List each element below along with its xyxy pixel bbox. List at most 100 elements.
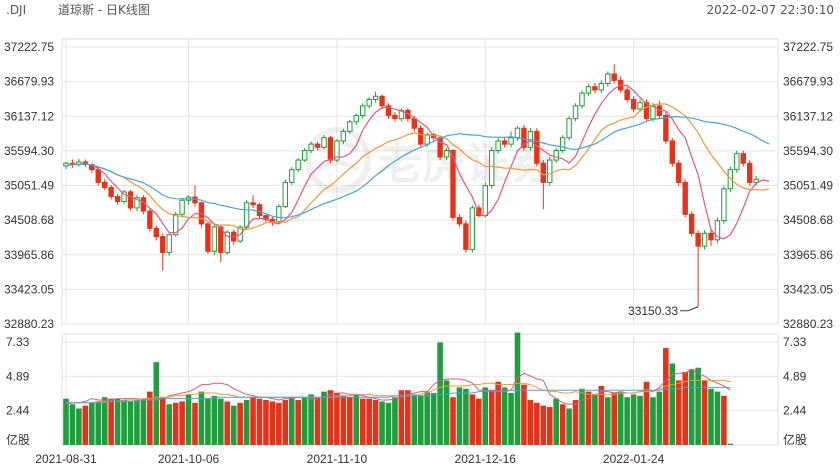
candle-body [605,73,611,85]
volume-bar [675,380,682,445]
volume-bar [172,402,179,445]
candle-body [553,150,559,161]
volume-bar [482,387,489,445]
volume-bar [553,398,559,445]
volume-bar [127,401,134,445]
volume-bar [63,398,69,445]
candle-body [147,210,153,229]
candle-body [643,102,650,120]
date-tick-label: 2021-12-16 [455,452,517,466]
price-tick-label-right: 35594.30 [783,144,833,158]
candle-body [676,162,682,183]
candle-body [637,102,643,110]
symbol-label: .DJI [6,3,26,17]
volume-bar [437,342,443,445]
candle-body [682,181,688,215]
volume-tick-label-left: 7.33 [6,335,30,349]
volume-bar [392,397,398,445]
candle-body [140,197,147,212]
annotation-low: 33150.33 [628,304,678,318]
axis-labels: 37222.75 37222.75 36679.93 36679.93 36137.12… [4,40,833,466]
volume-bar [334,393,340,445]
volume-bar [159,397,166,445]
candle-body [598,83,605,91]
candle-body [456,216,463,225]
candle-body [314,143,321,148]
volume-bar [95,401,102,445]
candle-body [501,140,508,145]
candle-body [424,134,430,145]
volume-bar [476,398,482,445]
volume-bar [688,369,695,445]
candle-body [463,223,469,250]
price-ma-line-3 [65,116,770,219]
date-tick-label: 2021-10-06 [158,452,220,466]
candle-body [366,98,372,107]
volume-bar [495,381,501,445]
volume-bar [611,393,618,445]
volume-bar [366,398,372,445]
volume-tick-label-left: 2.44 [6,404,30,418]
candle-body [392,114,398,120]
candle-body [476,207,482,217]
candle-body [559,137,566,152]
price-ma-line-2 [65,103,770,231]
volume-unit-label-right: 亿股 [783,432,807,447]
candle-body [289,169,295,183]
volume-bar [147,391,153,445]
candle-body [469,207,476,250]
candle-body [688,213,695,234]
volume-bar [701,380,708,445]
volume-bar [321,391,327,445]
volume-bar [501,387,508,445]
candle-body [624,89,630,100]
candle-body [282,181,289,208]
volume-bar [230,405,237,445]
annotations: 33150.33 [628,304,699,318]
volume-bar [327,390,334,445]
price-tick-label-left: 36137.12 [4,109,54,123]
candle-body [301,150,308,161]
candle-body [360,105,366,116]
price-tick-label-left: 35594.30 [4,144,54,158]
candle-body [630,98,637,110]
volume-bar [353,394,360,445]
volume-bar [721,395,727,445]
volume-bar [140,398,147,445]
volume-bar [269,401,276,445]
price-tick-label-right: 37222.75 [783,40,833,54]
candle-body [695,232,701,247]
volume-bar [205,398,211,445]
candle-body [179,199,185,215]
candle-body [669,140,675,164]
volume-bar [617,391,624,445]
volume-bar [179,401,185,445]
volume-bar [508,393,514,445]
candle-body [708,232,714,241]
volume-bar [295,400,301,445]
volume-bar [417,395,424,445]
volume-bar [669,363,676,445]
candle-body [114,195,121,203]
price-tick-label-left: 33423.05 [4,282,54,296]
candle-body [495,140,501,152]
candle-body [372,95,379,100]
volume-bar [469,394,476,445]
candle-body [295,159,301,171]
volume-bar [288,397,295,445]
volume-bar [308,394,314,445]
candle-body [347,121,353,132]
candle-body [127,191,134,209]
volume-bar [69,404,76,445]
candle-body [243,202,250,228]
candle-body [160,236,166,254]
candle-body [353,114,359,123]
candle-body [63,162,69,167]
volume-panel [63,332,734,445]
volume-bar [605,397,611,445]
volume-bar [663,348,669,445]
candle-body [701,232,708,247]
candle-body [276,206,282,223]
volume-bar [263,400,269,445]
price-panel [63,64,759,307]
